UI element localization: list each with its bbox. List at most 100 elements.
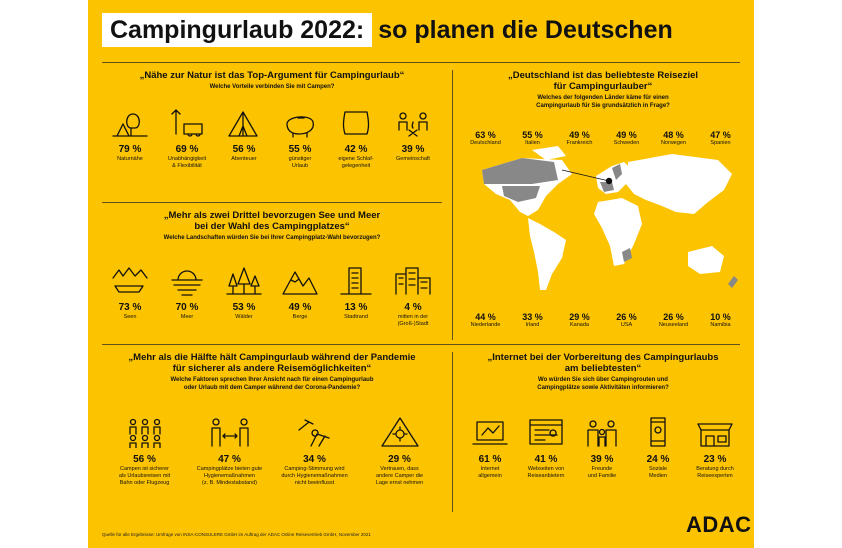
stat-value: 55 % [288, 144, 312, 155]
country-stat: 49 % Frankreich [556, 130, 603, 146]
pandemic-item: 34 % Camping-Stimmung wird durch Hygiene… [272, 414, 357, 487]
stat-label: Berge [292, 314, 308, 320]
africa-shape [594, 198, 642, 266]
source-item: 61 % Internet allgemein [462, 414, 518, 480]
landscape-item: 53 % Wälder [216, 262, 272, 328]
section-nature-header: „Nähe zur Natur ist das Top-Argument für… [102, 70, 442, 91]
infographic: Campingurlaub 2022: so planen die Deutsc… [88, 0, 754, 548]
stat-label: Campingplätze bieten gute Hygienemaßnahm… [196, 466, 263, 486]
country-stat: 44 % Niederlande [462, 312, 509, 328]
section-question: Welche Faktoren sprechen Ihrer Ansicht n… [170, 377, 374, 383]
stat-value: 49 % [288, 302, 312, 313]
greenland-shape [532, 146, 566, 160]
sea-sun-icon [171, 270, 203, 296]
stat-label: Campen ist sicherer als Urlaubsreisen mi… [118, 466, 171, 486]
page-title: Campingurlaub 2022: so planen die Deutsc… [102, 12, 673, 48]
divider [102, 202, 442, 203]
section-pandemic-header: „Mehr als die Hälfte hält Campingurlaub … [102, 352, 442, 392]
pandemic-item: 47 % Campingplätze bieten gute Hygienema… [187, 414, 272, 487]
country-stat: 48 % Norwegen [650, 130, 697, 146]
stat-value: 56 % [232, 144, 256, 155]
landscape-item: 49 % Berge [272, 262, 328, 328]
stat-value: 41 % [534, 454, 558, 465]
section-germany-header: „Deutschland ist das beliebteste Reisezi… [462, 70, 744, 110]
section-heading: „Mehr als zwei Drittel bevorzugen See un… [163, 210, 381, 221]
country-label: Niederlande [470, 322, 501, 328]
section-heading: „Nähe zur Natur ist das Top-Argument für… [139, 70, 405, 81]
country-stat: 47 % Spanien [697, 130, 744, 146]
country-top-row: 63 % Deutschland 55 % Italien 49 % Frankrei… [462, 130, 744, 146]
stat-value: 13 % [344, 302, 368, 313]
landscape-item: 13 % Stadtrand [328, 262, 384, 328]
stat-value: 48 % [663, 130, 684, 140]
section-lake-header: „Mehr als zwei Drittel bevorzugen See un… [102, 210, 442, 242]
world-map [482, 146, 738, 290]
stat-value: 49 % [616, 130, 637, 140]
relax-chair-icon [297, 419, 330, 447]
australia-shape [688, 246, 724, 274]
family-icon [587, 420, 617, 447]
section-question: Campingplätze sowie Aktivitäten informie… [537, 385, 669, 391]
town-edge-icon [340, 267, 372, 295]
section-question: Campingurlaub für Sie grundsätzlich in F… [536, 103, 670, 109]
country-stat: 49 % Schweden [603, 130, 650, 146]
country-stat: 33 % Irland [509, 312, 556, 328]
stat-label: Internet allgemein [478, 466, 502, 479]
section-question: Welche Landschaften würden Sie bei Ihrer… [163, 235, 381, 241]
nature-item: 42 % eigene Schlaf- gelegenheit [328, 104, 384, 170]
south-america-shape [528, 218, 566, 290]
stat-value: 39 % [590, 454, 614, 465]
country-stat: 29 % Kanada [556, 312, 603, 328]
piggy-bank-icon [286, 116, 314, 138]
asia-shape [626, 154, 732, 214]
stat-value: 4 % [404, 302, 422, 313]
title-rest: so planen die Deutschen [378, 16, 673, 44]
tree-landscape-icon [112, 113, 148, 137]
stat-label: Abenteuer [231, 156, 257, 162]
travel-agency-icon [697, 423, 733, 447]
section-heading: „Internet bei der Vorbereitung des Campi… [487, 352, 719, 363]
stat-label: Camping-Stimmung wird durch Hygienemaßna… [281, 466, 348, 486]
stat-value: 26 % [616, 312, 637, 322]
stat-value: 26 % [663, 312, 684, 322]
tent-icon [228, 111, 258, 137]
country-stat: 26 % USA [603, 312, 650, 328]
stat-label: Wälder [235, 314, 253, 320]
stat-value: 39 % [401, 144, 425, 155]
landscape-item: 73 % Seen [102, 262, 158, 328]
stat-label: Soziale Medien [648, 466, 668, 479]
stat-value: 24 % [646, 454, 670, 465]
pillow-icon [342, 111, 370, 135]
country-stat: 55 % Italien [509, 130, 556, 146]
country-label: Spanien [710, 140, 731, 146]
divider [102, 62, 740, 63]
landscape-item: 4 % mitten in der (Groß-)Stadt [384, 262, 442, 328]
smartphone-icon [650, 417, 666, 447]
country-label: Neuseeland [658, 322, 689, 328]
nature-item: 79 % Naturnähe [102, 104, 158, 170]
section-question: Wo würden Sie sich über Campingrouten un… [538, 377, 668, 383]
virus-warning-icon [380, 417, 419, 447]
nature-item: 69 % Unabhängigkeit & Flexibilität [158, 104, 216, 170]
section-heading: „Deutschland ist das beliebteste Reisezi… [507, 70, 699, 81]
namibia-shape [622, 248, 632, 262]
stat-value: 49 % [569, 130, 590, 140]
country-label: Deutschland [470, 140, 501, 146]
stat-label: mitten in der (Groß-)Stadt [397, 314, 429, 327]
camper-route-icon [171, 109, 203, 137]
country-bottom-row: 44 % Niederlande 33 % Irland 29 % Kanada 26… [462, 312, 744, 328]
stat-label: Stadtrand [344, 314, 368, 320]
section-heading: am beliebtesten“ [564, 363, 642, 374]
country-label: USA [620, 322, 633, 328]
stat-value: 79 % [118, 144, 142, 155]
stat-value: 70 % [175, 302, 199, 313]
forest-icon [226, 267, 262, 295]
stat-value: 55 % [522, 130, 543, 140]
stat-value: 61 % [478, 454, 502, 465]
stat-value: 42 % [344, 144, 368, 155]
section-heading: für sicherer als andere Reisemöglichkeit… [172, 363, 372, 374]
lake-boat-icon [112, 267, 148, 293]
laptop-route-icon [472, 421, 508, 445]
stat-label: Beratung durch Reiseexperten [696, 466, 734, 479]
pandemic-item: 29 % Vertrauen, dass andere Camper die L… [357, 414, 442, 487]
